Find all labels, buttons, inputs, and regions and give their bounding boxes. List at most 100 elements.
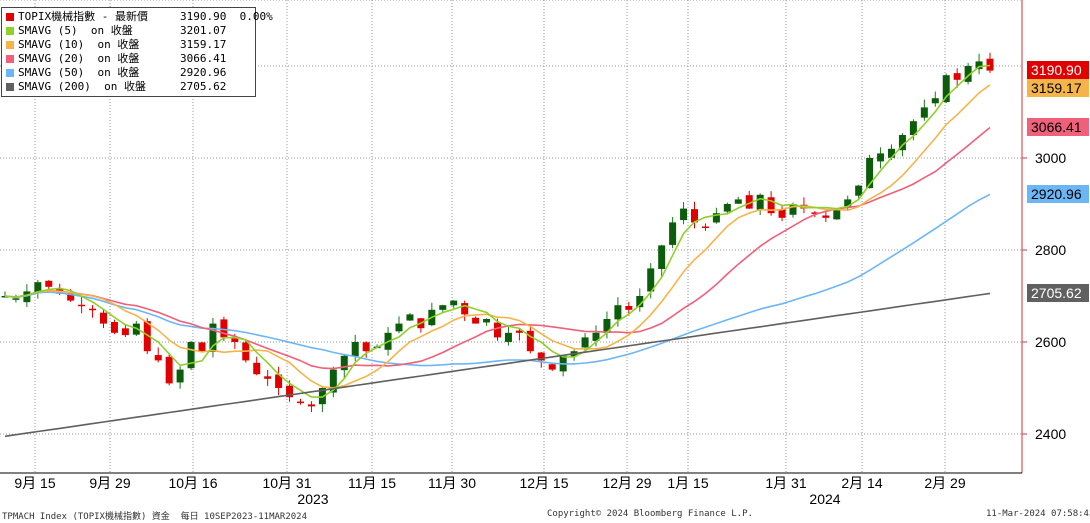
candle-body: [866, 158, 874, 189]
x-tick-label: 1月 15: [667, 475, 708, 491]
legend-value-ma200: 2705.62: [180, 80, 227, 93]
candle-body: [439, 305, 447, 310]
candle-body: [515, 330, 523, 333]
x-tick-label: 2月 29: [924, 475, 965, 491]
price-tag-ma10: 3159.17: [1027, 79, 1089, 98]
chart-legend: TOPIX機械指數 - 最新價 3190.90 0.00% SMAVG (5) …: [1, 7, 273, 97]
candle-body: [712, 213, 720, 223]
legend-name-ma5: SMAVG (5) on 收盤: [18, 24, 133, 37]
y-tick-label: 2600: [1035, 334, 1066, 350]
year-label: 2024: [809, 491, 840, 507]
footer-index-info: TPMACH Index (TOPIX機械指數) 資金 每日 10SEP2023…: [2, 512, 307, 522]
candle-body: [187, 342, 195, 369]
candle-body: [143, 321, 151, 352]
candle-body: [67, 293, 75, 301]
candle-body: [877, 153, 885, 162]
legend-row-ma20: SMAVG (20) on 收盤 3066.41: [2, 52, 255, 66]
legend-name-price: TOPIX機械指數 - 最新價: [18, 10, 148, 23]
candle-body: [647, 268, 655, 292]
legend-value-ma20: 3066.41: [180, 52, 227, 65]
y-tick-label: 2800: [1035, 242, 1066, 258]
ma5-line: [4, 64, 991, 398]
candle-body: [351, 342, 359, 357]
candle-body: [504, 332, 512, 342]
y-tick-label: 2400: [1035, 426, 1066, 442]
year-label: 2023: [297, 491, 328, 507]
legend-name-ma10: SMAVG (10) on 收盤: [18, 38, 140, 51]
legend-value-price: 3190.90 0.00%: [180, 10, 273, 23]
legend-name-ma50: SMAVG (50) on 收盤: [18, 66, 140, 79]
legend-swatch-ma50: [6, 69, 14, 77]
legend-row-ma200: SMAVG (200) on 收盤 2705.62: [2, 80, 255, 94]
candle-body: [778, 209, 786, 218]
candle-body: [100, 312, 107, 324]
candle-body: [45, 280, 53, 287]
candle-body: [920, 107, 928, 118]
candle-body: [165, 356, 173, 384]
candle-body: [691, 209, 698, 223]
candle-body: [209, 323, 217, 353]
candle-body: [526, 330, 534, 352]
price-tag-ma200: 2705.62: [1027, 284, 1089, 303]
legend-row-ma10: SMAVG (10) on 收盤 3159.17: [2, 38, 255, 52]
legend-name-ma200: SMAVG (200) on 收盤: [18, 80, 146, 93]
candle-body: [472, 317, 480, 324]
x-tick-label: 1月 31: [765, 475, 806, 491]
candle-body: [888, 148, 895, 158]
legend-swatch-ma10: [6, 41, 14, 49]
candle-body: [12, 298, 20, 300]
candle-body: [220, 319, 228, 338]
candle-body: [603, 319, 611, 333]
x-tick-label: 10月 16: [168, 475, 217, 491]
candle-body: [406, 314, 414, 321]
candle-body: [669, 222, 677, 245]
candle-body: [909, 121, 917, 136]
candle-body: [625, 305, 633, 310]
candle-body: [592, 332, 600, 341]
candle-body: [297, 401, 304, 404]
candle-body: [756, 194, 764, 210]
x-tick-label: 12月 29: [602, 475, 651, 491]
candle-body: [581, 337, 589, 348]
candle-body: [734, 199, 742, 204]
candle-body: [494, 322, 501, 338]
y-tick-label: 3000: [1035, 150, 1066, 166]
candle-body: [318, 388, 326, 405]
candle-body: [548, 364, 556, 370]
candle-body: [614, 305, 622, 320]
candle-body: [636, 296, 644, 308]
candle-body: [811, 212, 819, 214]
candle-body: [680, 208, 688, 221]
candle-body: [942, 75, 950, 103]
legend-row-ma5: SMAVG (5) on 收盤 3201.07: [2, 24, 255, 38]
ma10-line: [4, 84, 991, 389]
candle-body: [23, 291, 31, 303]
legend-value-ma10: 3159.17: [180, 38, 227, 51]
candle-body: [395, 323, 403, 332]
price-tag-ma50: 2920.96: [1027, 185, 1089, 204]
candle-body: [658, 245, 666, 269]
candle-body: [340, 355, 348, 371]
price-tag-last: 3190.90: [1027, 61, 1089, 80]
legend-swatch-ma200: [6, 83, 14, 91]
candle-body: [362, 342, 370, 352]
candle-body: [931, 98, 939, 104]
price-tag-ma20: 3066.41: [1027, 118, 1089, 137]
legend-value-ma50: 2920.96: [180, 66, 227, 79]
candle-body: [231, 337, 239, 342]
candle-body: [461, 303, 469, 315]
legend-swatch-ma20: [6, 55, 14, 63]
footer-copyright: Copyright© 2024 Bloomberg Finance L.P.: [547, 509, 753, 519]
x-tick-label: 11月 30: [428, 475, 476, 491]
candle-body: [701, 226, 709, 229]
x-tick-label: 12月 15: [519, 475, 568, 491]
candle-body: [78, 304, 86, 307]
candle-body: [176, 369, 184, 383]
candle-body: [307, 404, 315, 407]
legend-row-price: TOPIX機械指數 - 最新價 3190.90 0.00%: [2, 10, 273, 24]
candle-body: [767, 197, 775, 214]
ma50-line: [4, 193, 991, 367]
legend-name-ma20: SMAVG (20) on 收盤: [18, 52, 140, 65]
candle-body: [198, 342, 206, 352]
x-tick-label: 2月 14: [841, 475, 882, 491]
